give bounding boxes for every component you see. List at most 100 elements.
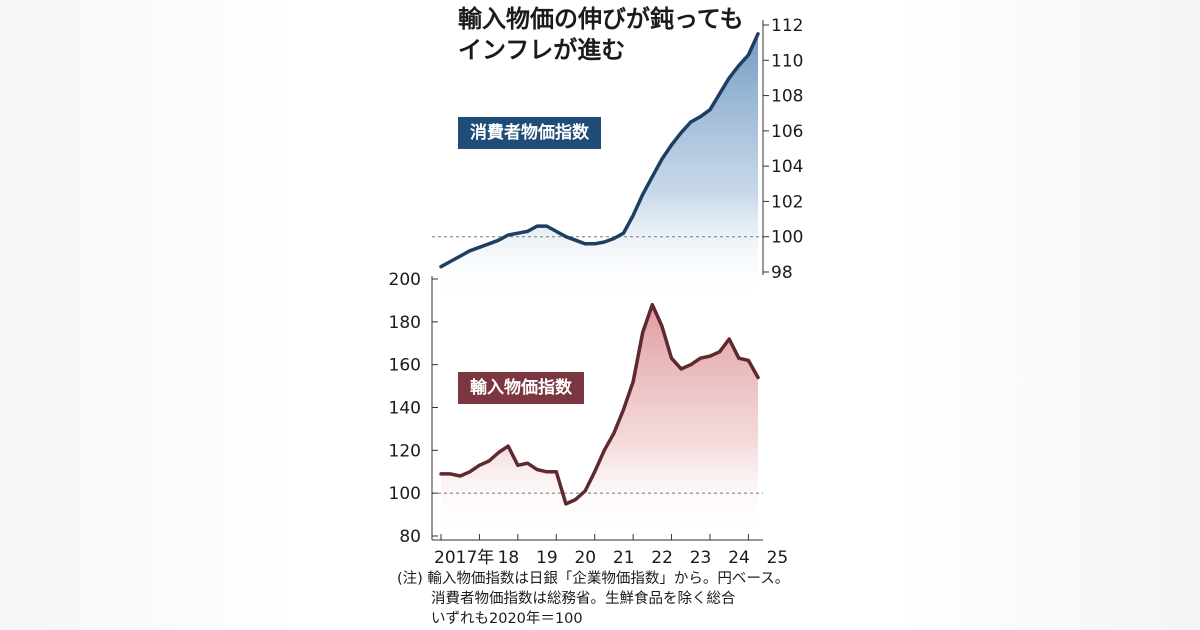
cpi-y-tick-label: 112 xyxy=(771,16,803,36)
imp-point xyxy=(593,470,596,473)
imp-point xyxy=(670,357,673,360)
cpi-point xyxy=(603,240,606,244)
cpi-point xyxy=(545,224,548,228)
imp-point xyxy=(699,357,702,360)
note-line-3: いずれも2020年＝100 xyxy=(431,611,583,627)
cpi-point xyxy=(449,260,452,263)
cpi-point xyxy=(478,246,481,249)
cpi-point xyxy=(699,115,702,118)
cpi-point xyxy=(535,224,539,228)
x-tick-label: 23 xyxy=(690,548,712,568)
cpi-point xyxy=(574,239,577,242)
imp-point xyxy=(718,350,721,353)
source-note: (注) 輸入物価指数は日銀「企業物価指数」から。円ベース。 消費者物価指数は総務… xyxy=(397,569,789,629)
cpi-y-tick-label: 108 xyxy=(771,87,803,107)
import-price-series-label: 輸入物価指数 xyxy=(458,372,584,404)
cpi-point xyxy=(487,242,491,245)
note-line-2: 消費者物価指数は総務省。生鮮食品を除く総合 xyxy=(431,591,736,607)
cpi-point xyxy=(641,193,644,196)
imp-point xyxy=(555,470,558,473)
cpi-point xyxy=(651,175,654,178)
x-axis: 2017年 18 19 20 21 22 23 24 25 xyxy=(432,534,788,568)
imp-point xyxy=(747,359,750,362)
cpi-y-tick-label: 102 xyxy=(771,192,803,212)
imp-y-tick-label: 100 xyxy=(389,484,421,504)
cpi-point xyxy=(564,235,568,238)
imp-point xyxy=(516,464,519,467)
x-tick-label: 19 xyxy=(536,548,558,568)
cpi-point xyxy=(689,120,692,124)
cpi-series-label: 消費者物価指数 xyxy=(458,117,601,149)
cpi-chart: 98 100 102 104 106 108 110 112 xyxy=(432,16,803,301)
imp-point xyxy=(622,408,625,411)
imp-area xyxy=(441,304,758,536)
cpi-point xyxy=(708,108,712,111)
cpi-point xyxy=(507,233,510,237)
imp-point xyxy=(708,354,712,358)
cpi-y-tick-label: 110 xyxy=(771,51,803,71)
cpi-point xyxy=(728,76,731,80)
imp-y-tick-label: 80 xyxy=(399,527,421,547)
imp-point xyxy=(564,502,568,506)
cpi-point xyxy=(593,242,596,245)
cpi-point xyxy=(526,230,529,233)
cpi-point xyxy=(497,239,500,242)
imp-point xyxy=(583,489,587,493)
x-tick-label: 24 xyxy=(728,548,750,568)
imp-line xyxy=(439,302,760,506)
imp-y-tick-label: 120 xyxy=(389,441,421,461)
cpi-point xyxy=(555,230,558,233)
imp-point xyxy=(689,363,692,366)
cpi-point xyxy=(439,265,443,268)
imp-point xyxy=(487,459,491,463)
imp-point xyxy=(497,451,500,454)
imp-point xyxy=(728,337,731,341)
cpi-y-tick-label: 104 xyxy=(771,157,803,177)
imp-point xyxy=(737,357,740,360)
imp-y-tick-label: 200 xyxy=(389,270,421,290)
imp-point xyxy=(439,472,443,476)
cpi-point xyxy=(622,232,625,235)
imp-point xyxy=(603,449,606,452)
cpi-point xyxy=(516,232,519,235)
imp-y-tick-label: 140 xyxy=(389,399,421,419)
cpi-point xyxy=(718,92,721,96)
cpi-area xyxy=(441,33,758,301)
cpi-point xyxy=(670,143,673,147)
imp-point xyxy=(612,432,616,435)
cpi-line xyxy=(439,32,760,269)
import-price-chart: 80 100 120 140 160 180 200 xyxy=(389,270,763,547)
x-tick-label: 18 xyxy=(498,548,520,568)
imp-point xyxy=(651,303,654,306)
note-line-1: (注) 輸入物価指数は日銀「企業物価指数」から。円ベース。 xyxy=(397,571,790,587)
imp-y-tick-label: 160 xyxy=(389,356,421,376)
cpi-point xyxy=(680,131,683,134)
title-line-2: インフレが進む xyxy=(458,36,626,64)
imp-y-tick-label: 180 xyxy=(389,313,421,333)
cpi-point xyxy=(747,53,750,57)
imp-point xyxy=(449,472,452,476)
cpi-point xyxy=(737,64,740,67)
cpi-y-tick-label: 100 xyxy=(771,228,803,248)
imp-point xyxy=(631,380,635,383)
x-tick-label: 25 xyxy=(767,548,789,568)
x-tick-label: 2017年 xyxy=(434,548,494,568)
chart-title: 輸入物価の伸びが鈍っても インフレが進む xyxy=(458,4,744,66)
imp-point xyxy=(468,470,471,473)
imp-point xyxy=(507,444,510,448)
cpi-point xyxy=(583,242,587,245)
imp-point xyxy=(535,468,539,471)
imp-point xyxy=(756,376,760,379)
imp-point xyxy=(660,324,664,328)
x-tick-label: 22 xyxy=(651,548,673,568)
imp-point xyxy=(526,462,529,465)
cpi-point xyxy=(612,237,616,240)
x-tick-label: 20 xyxy=(574,548,596,568)
cpi-point xyxy=(468,249,471,252)
cpi-point xyxy=(459,254,462,258)
cpi-point xyxy=(631,214,635,217)
imp-point xyxy=(641,331,644,334)
imp-point xyxy=(545,470,548,473)
cpi-y-tick-label: 98 xyxy=(771,263,793,283)
